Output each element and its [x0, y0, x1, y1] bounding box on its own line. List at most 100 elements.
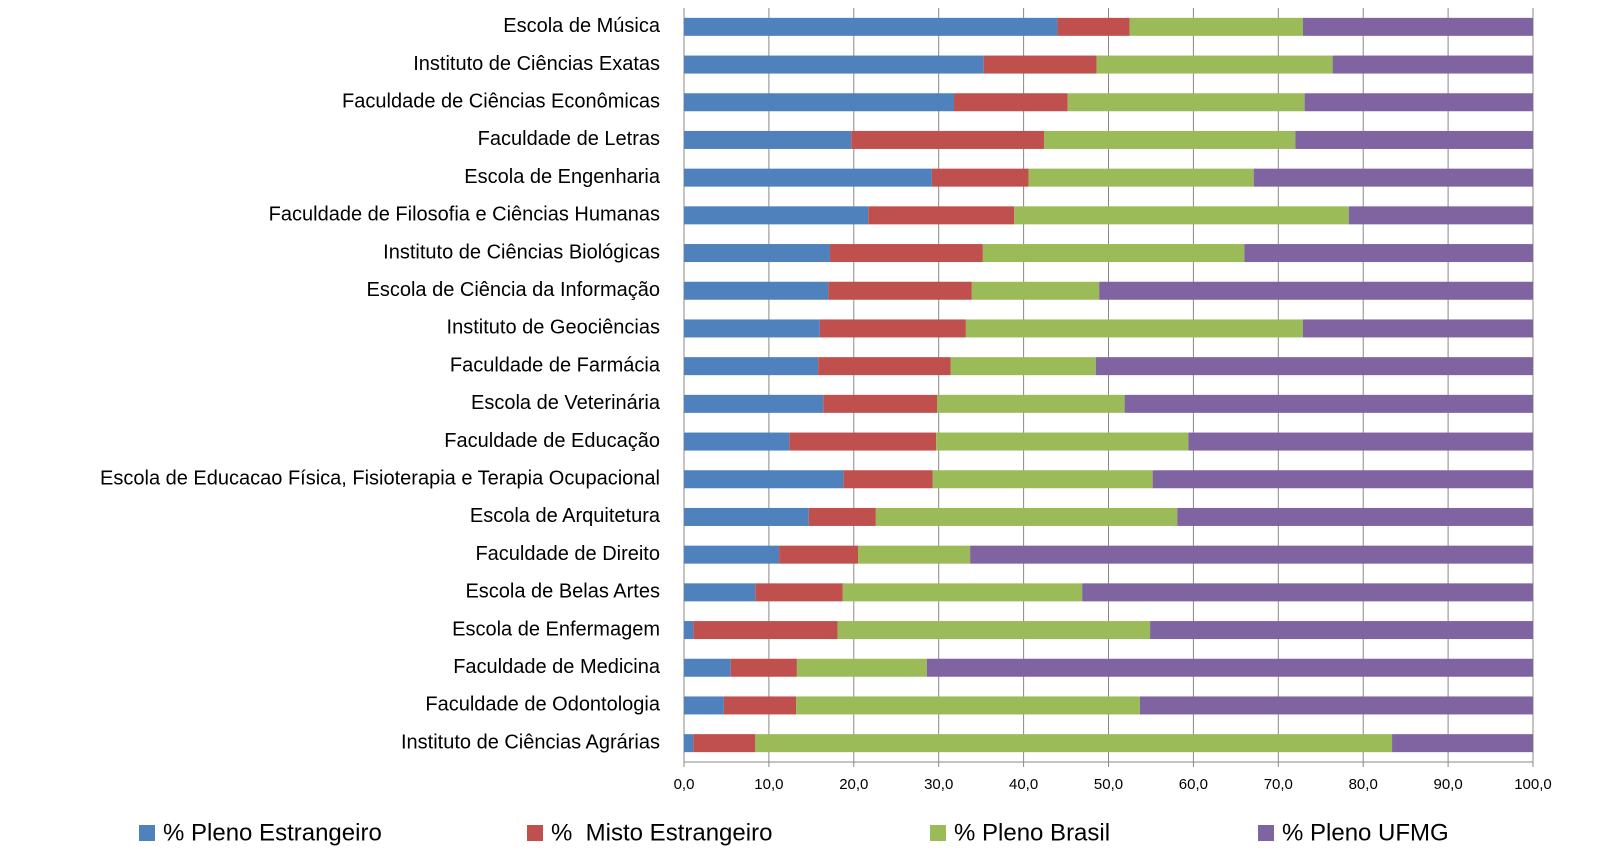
bar-segment — [684, 168, 932, 187]
bar-segment — [684, 93, 954, 112]
y-tick-label: Instituto de Geociências — [447, 317, 660, 339]
bar-segment — [950, 357, 1096, 376]
x-tick-label: 30,0 — [924, 776, 953, 793]
bar-segment — [837, 621, 1151, 640]
bar-segment — [982, 244, 1245, 263]
bar-segment — [931, 168, 1029, 187]
bar-segment — [808, 507, 876, 526]
bar-segment — [693, 621, 838, 640]
y-tick-label: Escola de Belas Artes — [465, 581, 660, 603]
bar-segment — [684, 55, 984, 74]
x-tick-label: 80,0 — [1349, 776, 1378, 793]
bar-segment — [693, 734, 756, 753]
bar-segment — [684, 130, 852, 149]
y-tick-label: Faculdade de Ciências Econômicas — [342, 91, 660, 113]
y-tick-label: Escola de Engenharia — [464, 166, 661, 188]
bar-segment — [842, 583, 1083, 602]
bar-segment — [684, 507, 809, 526]
bar-segment — [843, 470, 933, 489]
bar-segment — [789, 432, 937, 451]
bar-segment — [723, 696, 797, 715]
x-tick-label: 60,0 — [1179, 776, 1208, 793]
x-tick-label: 50,0 — [1094, 776, 1123, 793]
bar-segment — [937, 394, 1125, 413]
legend-swatch — [527, 825, 543, 841]
bar-segment — [851, 130, 1044, 149]
bar-segment — [823, 394, 938, 413]
bar-segment — [755, 583, 843, 602]
bar-segment — [1028, 168, 1254, 187]
y-tick-label: Faculdade de Direito — [475, 543, 660, 565]
bar-segment — [796, 696, 1140, 715]
bar-segment — [868, 206, 1015, 225]
bar-segment — [1082, 583, 1533, 602]
y-tick-label: Faculdade de Educação — [444, 430, 660, 452]
bar-segment — [684, 696, 724, 715]
y-tick-label: Escola de Música — [503, 15, 661, 37]
bar-segment — [818, 357, 951, 376]
x-tick-label: 70,0 — [1264, 776, 1293, 793]
bar-segment — [684, 357, 819, 376]
bar-segment — [830, 244, 983, 263]
y-tick-label: Escola de Enfermagem — [452, 618, 660, 640]
y-tick-label: Escola de Ciência da Informação — [367, 279, 661, 301]
bar-segment — [684, 734, 694, 753]
bar-segment — [684, 545, 780, 564]
bar-segment — [684, 17, 1058, 36]
bar-segment — [779, 545, 859, 564]
bar-segment — [1188, 432, 1533, 451]
bar-segment — [684, 658, 731, 677]
x-tick-label: 100,0 — [1514, 776, 1552, 793]
bar-segment — [684, 319, 820, 338]
legend-label: % Misto Estrangeiro — [551, 819, 772, 846]
bar-segment — [1244, 244, 1533, 263]
bar-segment — [1253, 168, 1533, 187]
bar-segment — [684, 281, 829, 300]
bar-segment — [796, 658, 927, 677]
bar-segment — [1295, 130, 1533, 149]
x-tick-label: 0,0 — [674, 776, 695, 793]
bar-segment — [684, 394, 824, 413]
bar-segment — [1304, 93, 1533, 112]
y-tick-label: Faculdade de Odontologia — [425, 694, 660, 716]
y-tick-label: Faculdade de Medicina — [453, 656, 661, 678]
bar-segment — [1057, 17, 1130, 36]
bar-segment — [858, 545, 971, 564]
bar-segment — [875, 507, 1178, 526]
bar-segment — [1096, 55, 1333, 74]
x-tick-label: 40,0 — [1009, 776, 1038, 793]
bar-segment — [1302, 319, 1533, 338]
x-tick-label: 10,0 — [754, 776, 783, 793]
bar-segment — [983, 55, 1097, 74]
x-tick-label: 90,0 — [1433, 776, 1462, 793]
bar-segment — [684, 621, 694, 640]
x-tick-label: 20,0 — [839, 776, 868, 793]
y-tick-label: Escola de Educacao Física, Fisioterapia … — [100, 468, 660, 490]
bar-segment — [1067, 93, 1305, 112]
bar-segment — [730, 658, 797, 677]
bar-segment — [1124, 394, 1533, 413]
bar-segment — [1014, 206, 1349, 225]
bar-segment — [1152, 470, 1533, 489]
bar-segment — [1332, 55, 1533, 74]
legend-swatch — [930, 825, 946, 841]
bar-segment — [828, 281, 972, 300]
bar-segment — [1392, 734, 1533, 753]
bar-segment — [684, 244, 831, 263]
legend-swatch — [139, 825, 155, 841]
bar-segment — [684, 206, 869, 225]
bar-segment — [926, 658, 1533, 677]
legend-swatch — [1258, 825, 1274, 841]
bar-segment — [970, 545, 1533, 564]
legend-label: % Pleno UFMG — [1282, 819, 1449, 846]
bar-segment — [965, 319, 1303, 338]
y-tick-label: Faculdade de Filosofia e Ciências Humana… — [269, 204, 660, 226]
bar-segment — [1177, 507, 1533, 526]
bar-segment — [684, 432, 790, 451]
y-tick-label: Escola de Veterinária — [471, 392, 661, 414]
legend-label: % Pleno Brasil — [954, 819, 1110, 846]
bar-segment — [932, 470, 1153, 489]
y-tick-label: Instituto de Ciências Exatas — [413, 53, 660, 75]
bar-segment — [1043, 130, 1296, 149]
